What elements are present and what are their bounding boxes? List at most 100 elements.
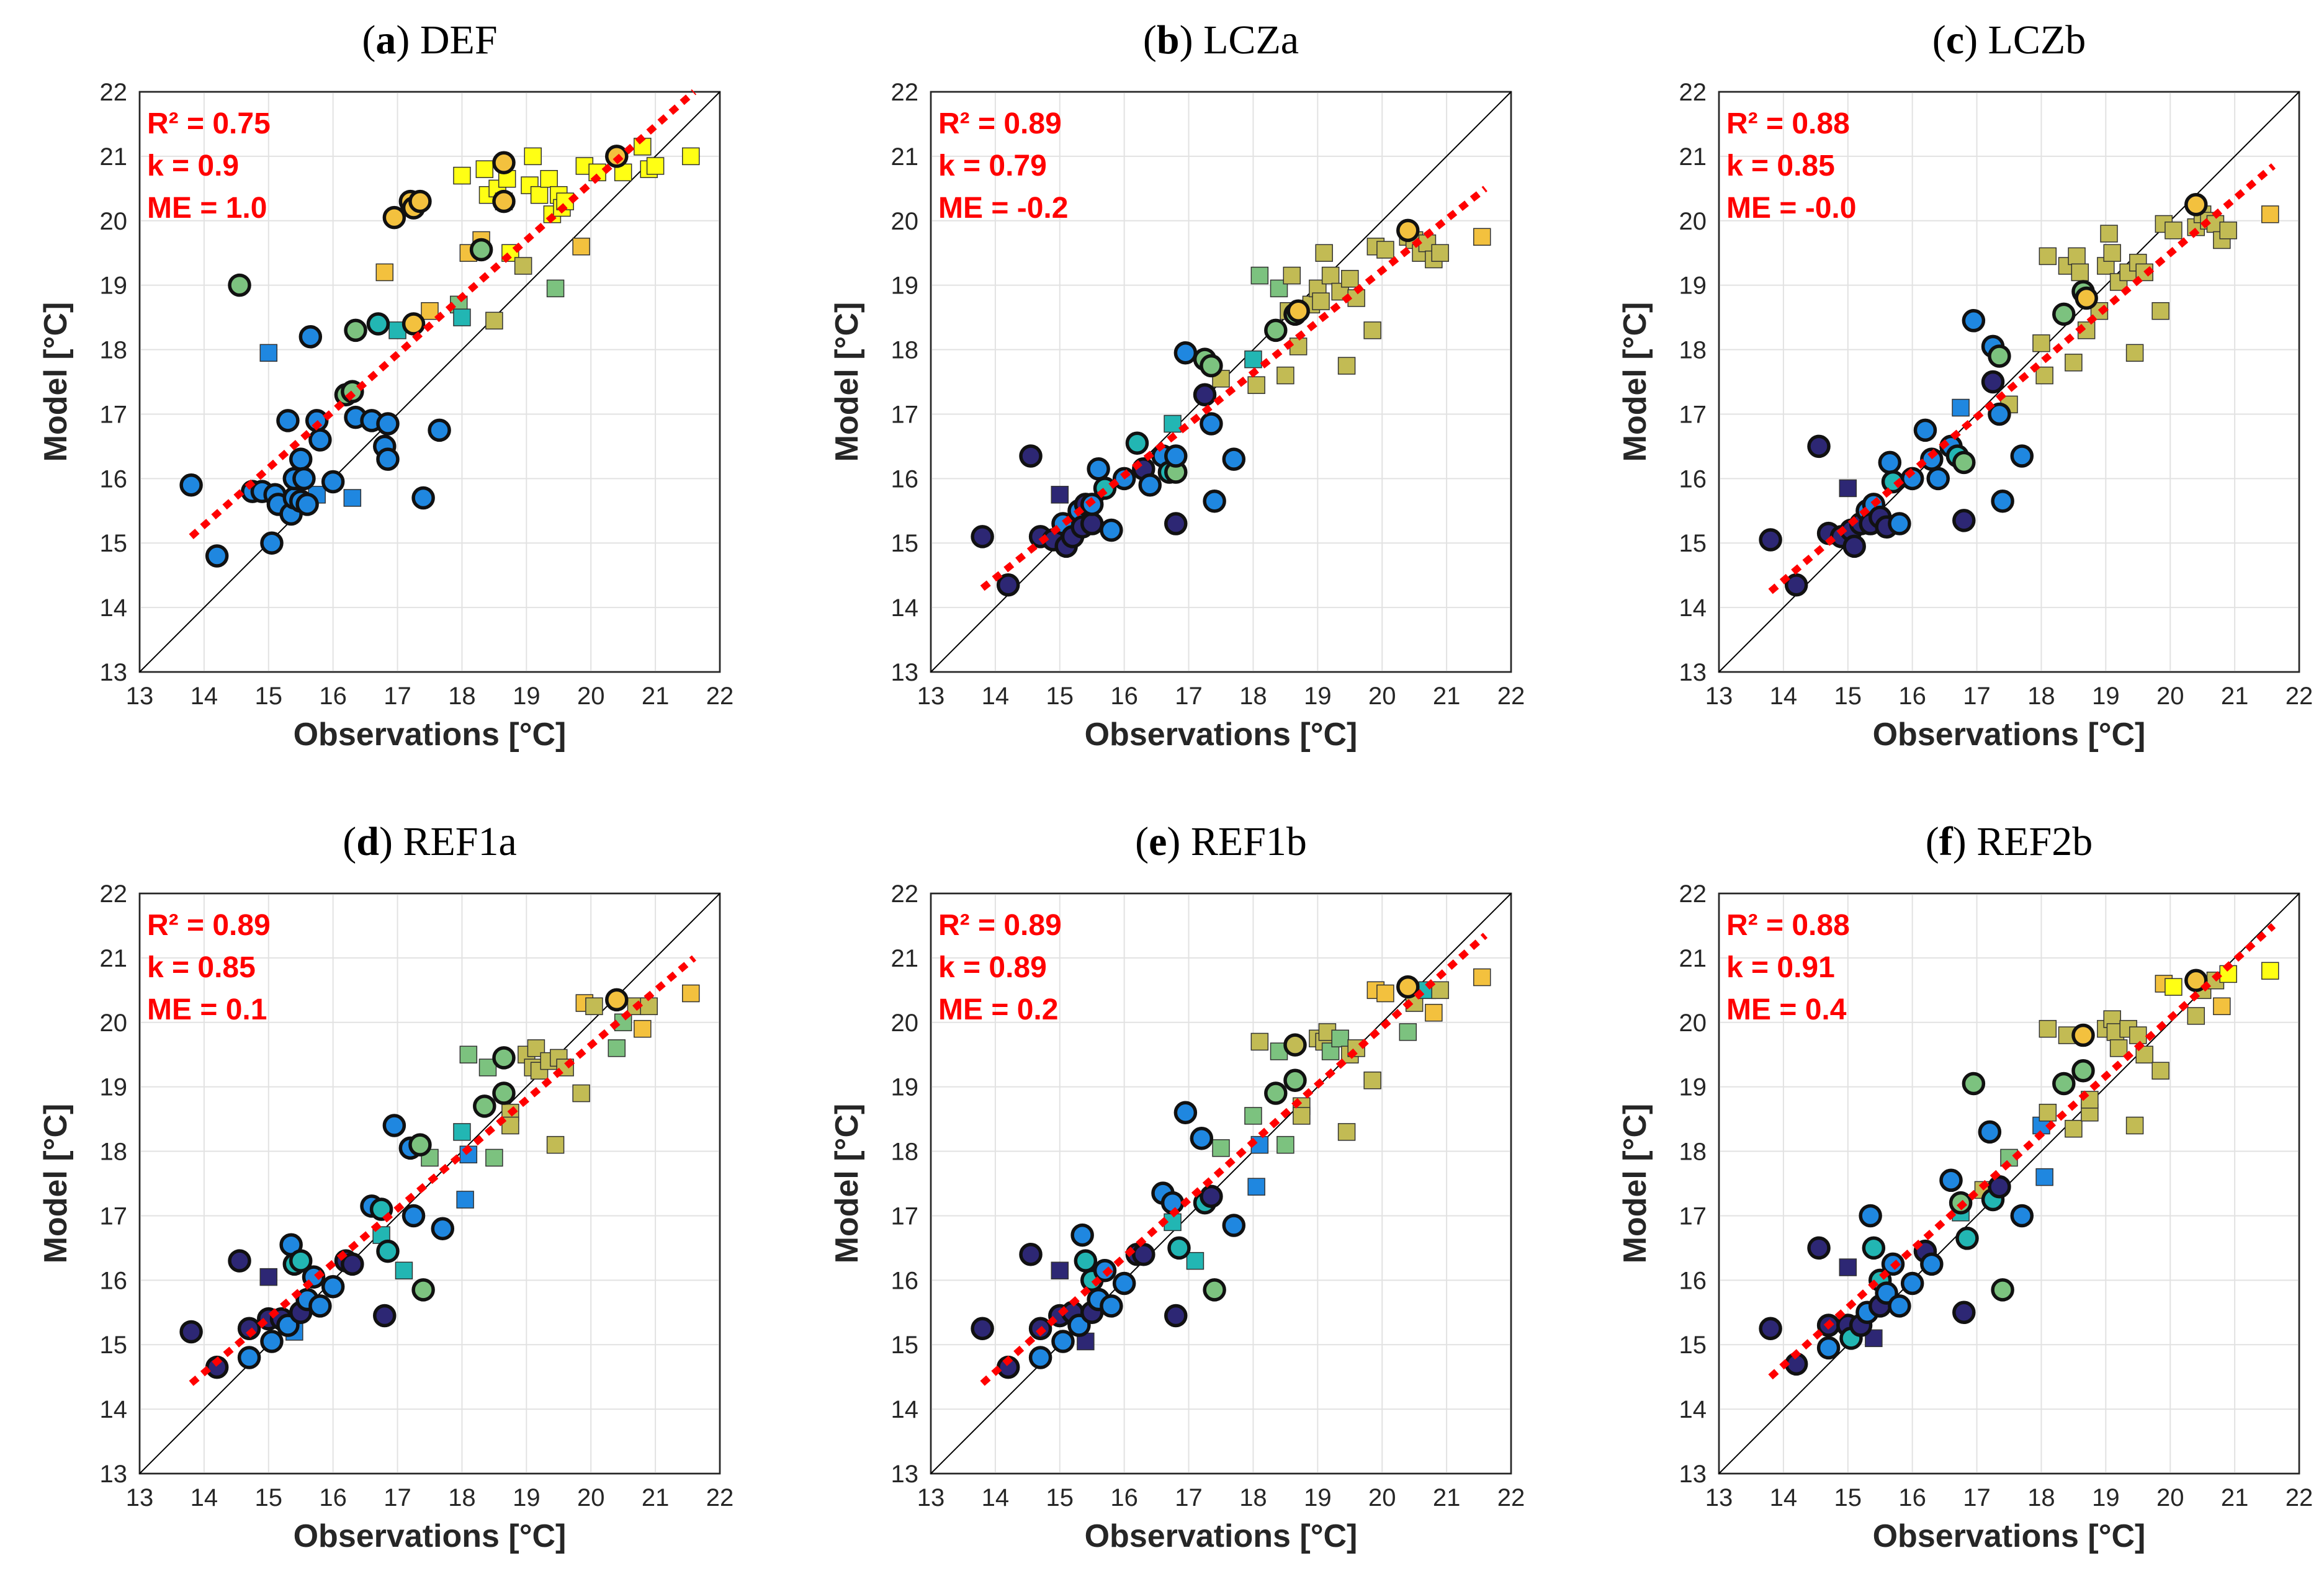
panel-title: (b) LCZa bbox=[1143, 17, 1299, 63]
y-tick-label: 21 bbox=[100, 143, 128, 171]
circle-marker bbox=[1900, 1271, 1924, 1296]
circle-marker bbox=[402, 312, 426, 336]
r2-label: R² = 0.88 bbox=[1726, 909, 1850, 942]
square-marker bbox=[2261, 205, 2279, 223]
x-tick-label: 13 bbox=[917, 683, 945, 710]
x-tick-label: 19 bbox=[2092, 683, 2120, 710]
circle-marker bbox=[1200, 412, 1223, 436]
circle-marker bbox=[1842, 534, 1866, 558]
circle-marker bbox=[1988, 402, 2011, 426]
circle-marker bbox=[492, 151, 516, 175]
x-tick-label: 16 bbox=[319, 1484, 347, 1511]
circle-marker bbox=[382, 205, 406, 230]
circle-marker bbox=[2052, 1072, 2076, 1096]
y-tick-label: 16 bbox=[1679, 465, 1707, 493]
square-marker bbox=[459, 1045, 478, 1063]
circle-marker bbox=[308, 428, 332, 452]
x-tick-label: 22 bbox=[2286, 1484, 2313, 1511]
square-marker bbox=[2065, 1119, 2083, 1138]
r2-label: R² = 0.89 bbox=[938, 909, 1062, 942]
panel-title: (a) DEF bbox=[362, 17, 497, 63]
square-marker bbox=[530, 186, 549, 204]
square-marker bbox=[524, 147, 542, 166]
panel-title: (e) REF1b bbox=[1135, 819, 1307, 864]
circle-marker bbox=[1888, 512, 1911, 535]
circle-marker bbox=[1759, 1317, 1782, 1340]
y-tick-label: 21 bbox=[1679, 945, 1707, 972]
y-tick-label: 22 bbox=[891, 880, 919, 908]
plot-border bbox=[930, 91, 1512, 673]
y-tick-label: 17 bbox=[1679, 1202, 1707, 1230]
identity-line bbox=[1718, 91, 2300, 673]
x-tick-label: 21 bbox=[642, 683, 670, 710]
y-tick-label: 15 bbox=[891, 1332, 919, 1359]
x-tick-label: 15 bbox=[1834, 683, 1862, 710]
panel-letter: f bbox=[1939, 819, 1954, 864]
x-tick-label: 16 bbox=[319, 683, 347, 710]
square-marker bbox=[572, 238, 590, 256]
square-marker bbox=[1164, 414, 1182, 433]
square-marker bbox=[1212, 1139, 1230, 1157]
y-axis-label: Model [°C] bbox=[38, 302, 74, 462]
y-tick-label: 17 bbox=[1679, 401, 1707, 428]
x-tick-label: 21 bbox=[1433, 683, 1461, 710]
plot-border bbox=[138, 892, 721, 1475]
circle-marker bbox=[411, 486, 435, 510]
square-marker bbox=[1315, 244, 1333, 262]
circle-marker bbox=[492, 1046, 516, 1070]
circle-marker bbox=[1193, 383, 1217, 407]
square-marker bbox=[2035, 1168, 2053, 1186]
x-tick-label: 22 bbox=[706, 683, 734, 710]
x-tick-label: 22 bbox=[2286, 683, 2313, 710]
square-marker bbox=[2103, 244, 2121, 262]
x-tick-label: 18 bbox=[448, 683, 476, 710]
circle-marker bbox=[2184, 193, 2208, 217]
y-tick-label: 19 bbox=[891, 272, 919, 300]
circle-marker bbox=[469, 238, 493, 262]
plot-border bbox=[930, 892, 1512, 1475]
circle-marker bbox=[1952, 509, 1976, 532]
square-marker bbox=[1051, 1261, 1069, 1279]
y-tick-label: 15 bbox=[100, 1332, 128, 1359]
square-marker bbox=[2058, 1026, 2076, 1044]
square-marker bbox=[2100, 225, 2118, 243]
panel-name: LCZa bbox=[1203, 17, 1299, 63]
x-tick-label: 15 bbox=[255, 683, 283, 710]
square-marker bbox=[1337, 1123, 1356, 1141]
circle-marker bbox=[292, 467, 316, 491]
x-tick-label: 13 bbox=[1705, 1484, 1733, 1511]
circle-marker bbox=[2071, 1059, 2095, 1083]
x-tick-label: 18 bbox=[448, 1484, 476, 1511]
circle-marker bbox=[1112, 1271, 1136, 1296]
y-tick-label: 14 bbox=[1679, 1396, 1707, 1423]
x-tick-label: 13 bbox=[126, 1484, 154, 1511]
circle-marker bbox=[289, 447, 313, 471]
r2-label: R² = 0.89 bbox=[938, 107, 1062, 140]
square-marker bbox=[1051, 486, 1069, 504]
circle-marker bbox=[341, 1252, 364, 1276]
circle-marker bbox=[1164, 444, 1188, 468]
circle-marker bbox=[1100, 518, 1123, 542]
x-tick-label: 18 bbox=[2027, 1484, 2055, 1511]
square-marker bbox=[1276, 366, 1294, 385]
y-tick-label: 16 bbox=[891, 465, 919, 493]
y-tick-label: 20 bbox=[891, 208, 919, 235]
x-tick-label: 20 bbox=[2156, 683, 2184, 710]
x-tick-label: 20 bbox=[2156, 1484, 2184, 1511]
x-tick-label: 21 bbox=[2221, 683, 2249, 710]
square-marker bbox=[546, 1135, 565, 1154]
circle-marker bbox=[1190, 1127, 1214, 1150]
x-tick-label: 16 bbox=[1898, 683, 1926, 710]
y-tick-label: 19 bbox=[1679, 272, 1707, 300]
y-tick-label: 22 bbox=[100, 79, 128, 106]
square-marker bbox=[514, 257, 532, 275]
square-marker bbox=[2032, 334, 2050, 352]
circle-marker bbox=[1816, 1336, 1841, 1360]
square-marker bbox=[2129, 1026, 2147, 1044]
square-marker bbox=[1399, 1023, 1417, 1041]
plot-border bbox=[1718, 91, 2300, 673]
x-tick-label: 15 bbox=[1046, 1484, 1074, 1511]
circle-marker bbox=[1888, 1294, 1911, 1318]
